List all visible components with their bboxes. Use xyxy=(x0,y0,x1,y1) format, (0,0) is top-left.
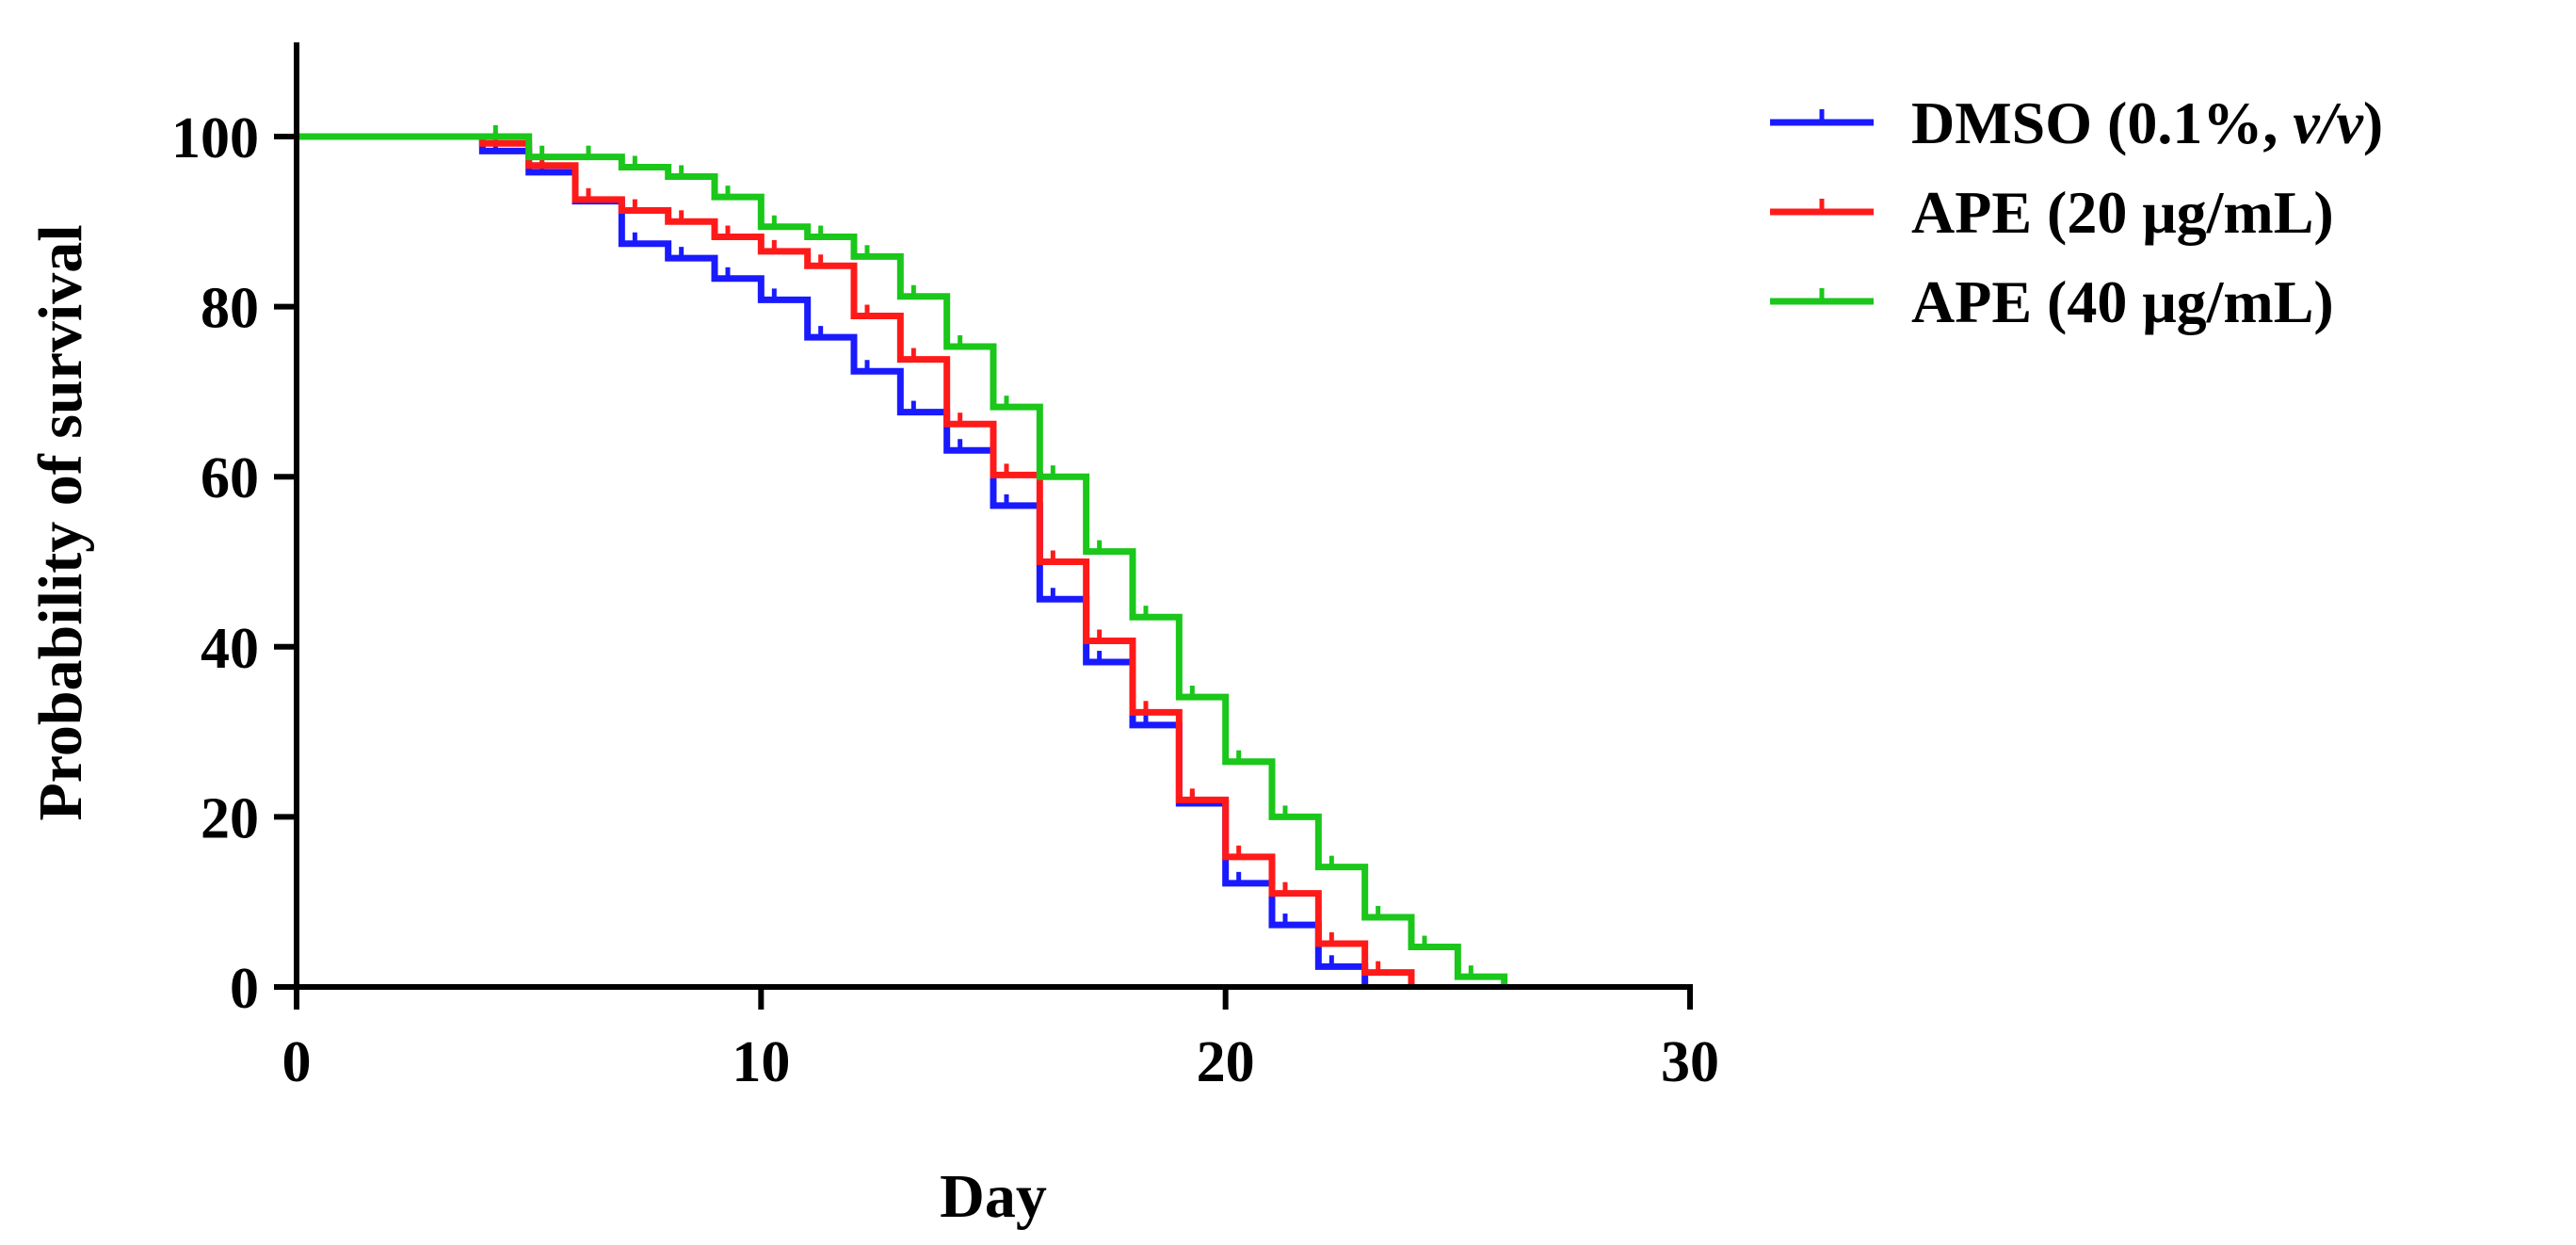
legend-item: DMSO (0.1%, v/v) xyxy=(1770,89,2383,156)
x-tick-label: 10 xyxy=(732,1030,790,1094)
legend-label: APE (20 μg/mL) xyxy=(1911,179,2334,246)
y-tick-label: 40 xyxy=(201,617,259,681)
y-tick-label: 80 xyxy=(201,277,259,341)
series-group xyxy=(297,132,1415,987)
axes xyxy=(274,42,1693,1010)
series-group xyxy=(297,125,1508,987)
legend-label: APE (40 μg/mL) xyxy=(1911,268,2334,335)
x-tick-label: 20 xyxy=(1197,1030,1255,1094)
series-line xyxy=(297,133,1508,987)
series-line xyxy=(297,133,1415,987)
x-axis-title: Day xyxy=(940,1162,1047,1231)
x-tick-label: 0 xyxy=(282,1030,312,1094)
x-tick-label: 30 xyxy=(1661,1030,1719,1094)
y-tick-label: 20 xyxy=(201,786,259,850)
tick-labels: 0 20 40 60 80 100 0 10 20 30 xyxy=(171,106,1719,1094)
y-tick-label: 60 xyxy=(201,446,259,510)
y-tick-label: 100 xyxy=(171,106,259,170)
legend-label: DMSO (0.1%, v/v) xyxy=(1911,89,2383,156)
legend-item: APE (40 μg/mL) xyxy=(1770,268,2334,335)
y-axis-title: Probability of survival xyxy=(26,224,95,820)
y-tick-label: 0 xyxy=(230,957,259,1021)
legend-item: APE (20 μg/mL) xyxy=(1770,179,2334,246)
series-layer xyxy=(297,125,1508,987)
legend: DMSO (0.1%, v/v) APE (20 μg/mL) APE (40 μg… xyxy=(1770,89,2383,335)
